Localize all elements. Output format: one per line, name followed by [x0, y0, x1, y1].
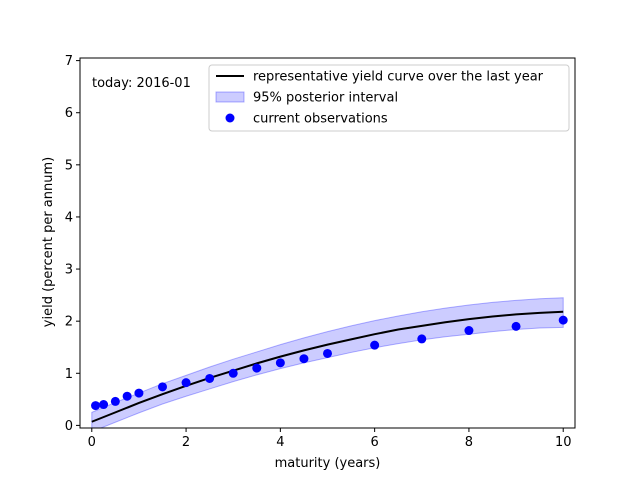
- legend-handle-band: [215, 91, 245, 103]
- x-tick-label: 4: [276, 435, 284, 450]
- x-tick-label: 2: [182, 435, 190, 450]
- plot-frame: [79, 57, 576, 429]
- legend-label: 95% posterior interval: [253, 91, 398, 106]
- legend-box: [208, 64, 570, 132]
- y-tick-label: 5: [65, 158, 73, 173]
- legend-handle-marker: [225, 113, 235, 123]
- observation-point: [417, 334, 427, 344]
- observation-point: [181, 378, 191, 388]
- y-tick-label: 7: [65, 54, 73, 69]
- x-tick-label: 10: [555, 435, 572, 450]
- observation-point: [275, 358, 285, 368]
- x-tick-label: 8: [465, 435, 473, 450]
- observation-point: [99, 400, 109, 410]
- observation-point: [511, 321, 521, 331]
- y-tick-label: 2: [65, 315, 73, 330]
- y-axis-title: yield (percent per annum): [41, 157, 56, 327]
- plot-clipped-group: [91, 297, 568, 428]
- axes: 0 2 4 6 8 10 0 1 2 3 4 5 6 7: [65, 54, 576, 450]
- y-tick-label: 4: [65, 210, 73, 225]
- observation-point: [91, 401, 101, 411]
- observation-point: [134, 388, 144, 398]
- observation-point: [370, 340, 380, 350]
- legend: representative yield curve over the last…: [208, 64, 570, 132]
- y-tick-label: 1: [65, 367, 73, 382]
- posterior-interval-band: [91, 297, 564, 428]
- observation-point: [299, 354, 309, 364]
- x-axis-title: maturity (years): [275, 456, 381, 471]
- legend-label: current observations: [253, 112, 388, 127]
- legend-label: representative yield curve over the last…: [253, 70, 544, 85]
- date-annotation: today: 2016-01: [92, 76, 191, 91]
- observation-point: [323, 348, 332, 358]
- y-tick-label: 3: [65, 263, 73, 278]
- observation-point: [558, 315, 568, 325]
- yield-curve-line: [91, 310, 564, 423]
- observation-point: [122, 391, 132, 401]
- observation-point: [205, 373, 215, 383]
- x-tick-label: 6: [371, 435, 379, 450]
- observation-point: [228, 368, 238, 378]
- y-tick-label: 6: [65, 106, 73, 121]
- plot-area: [91, 297, 568, 428]
- x-tick-label: 0: [88, 435, 96, 450]
- observation-point: [252, 363, 262, 373]
- y-tick-label: 0: [65, 419, 73, 434]
- observation-point: [464, 326, 474, 336]
- observation-point: [158, 382, 167, 392]
- observation-point: [110, 396, 120, 406]
